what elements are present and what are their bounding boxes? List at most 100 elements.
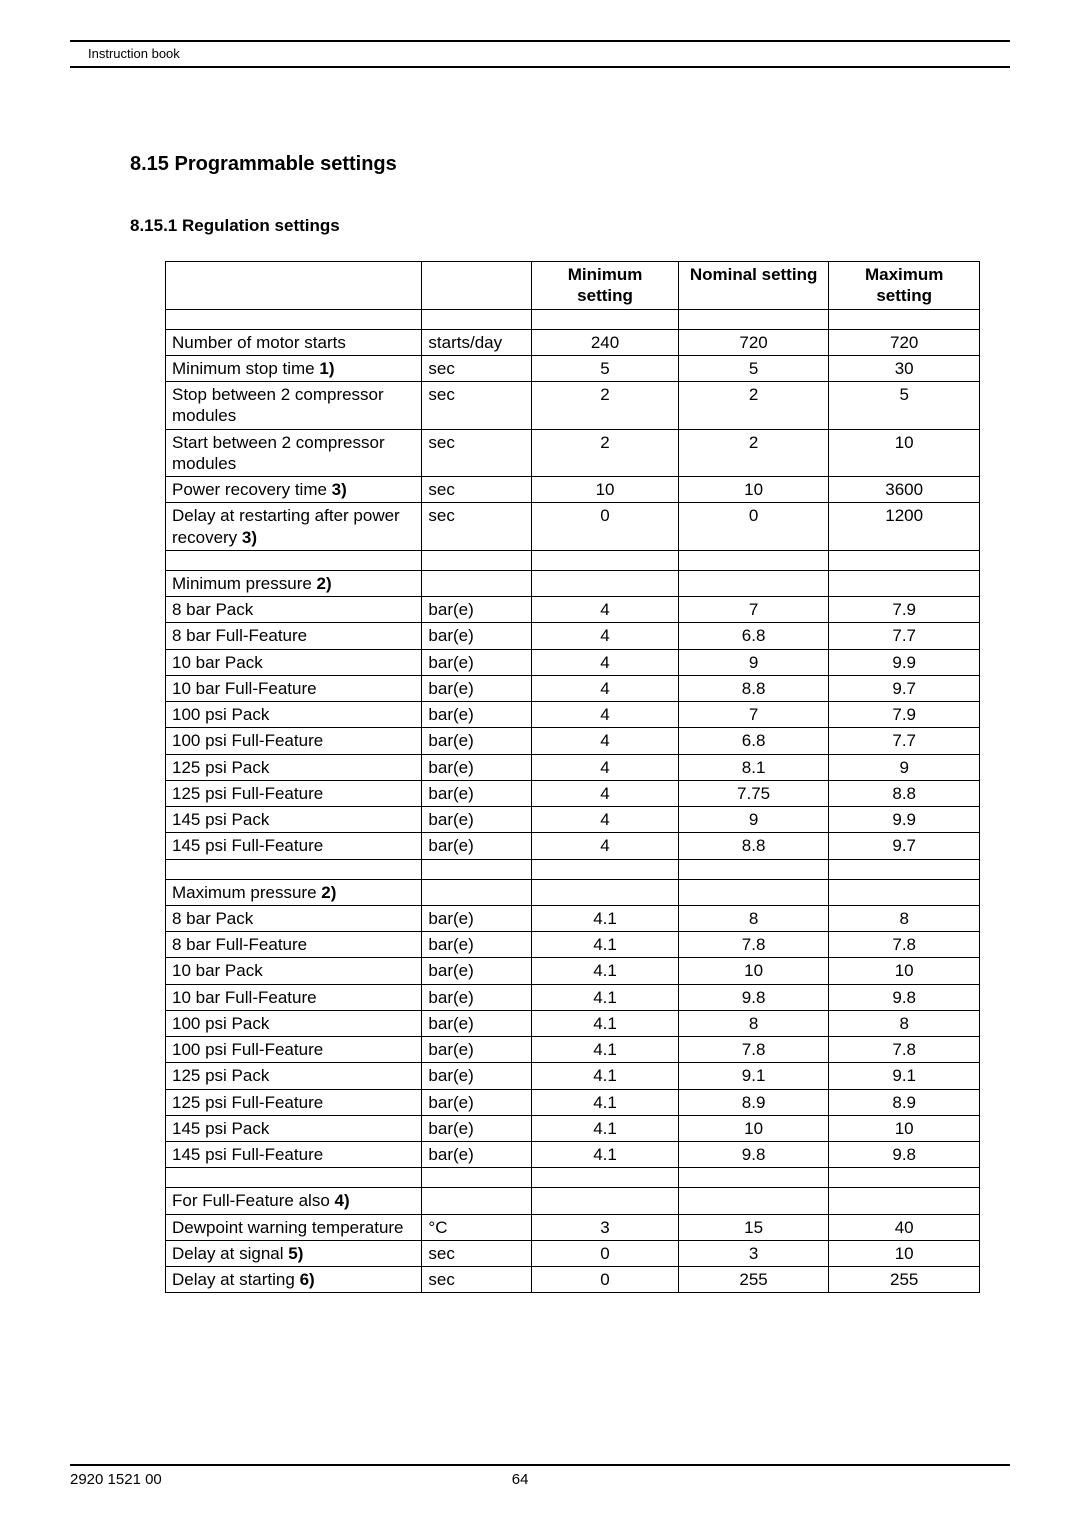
row-nom: 9.1 <box>678 1063 829 1089</box>
row-min: 4.1 <box>532 1063 679 1089</box>
row-max: 10 <box>829 958 980 984</box>
row-min: 4.1 <box>532 1142 679 1168</box>
table-head: Minimum settingNominal settingMaximum se… <box>166 262 980 330</box>
row-unit: °C <box>422 1214 532 1240</box>
row-label: 145 psi Full-Feature <box>166 1142 422 1168</box>
row-label: 145 psi Full-Feature <box>166 833 422 859</box>
row-min: 4 <box>532 833 679 859</box>
row-nom: 8.8 <box>678 675 829 701</box>
table-row: 100 psi Packbar(e)477.9 <box>166 702 980 728</box>
row-min: 240 <box>532 329 679 355</box>
row-nom: 2 <box>678 382 829 430</box>
table-row: 8 bar Packbar(e)4.188 <box>166 905 980 931</box>
group-heading: Minimum pressure 2) <box>166 570 422 596</box>
row-label: Power recovery time 3) <box>166 477 422 503</box>
row-label: 100 psi Full-Feature <box>166 728 422 754</box>
page-header: Instruction book <box>70 40 1010 68</box>
row-max: 255 <box>829 1267 980 1293</box>
row-min: 4 <box>532 754 679 780</box>
table-row: 145 psi Full-Featurebar(e)48.89.7 <box>166 833 980 859</box>
row-unit: bar(e) <box>422 1037 532 1063</box>
row-label: 100 psi Pack <box>166 702 422 728</box>
row-nom: 7 <box>678 702 829 728</box>
row-unit: sec <box>422 1267 532 1293</box>
table-row: Delay at starting 6)sec0255255 <box>166 1267 980 1293</box>
settings-table: Minimum settingNominal settingMaximum se… <box>165 261 980 1293</box>
row-max: 9.9 <box>829 649 980 675</box>
row-label: 8 bar Pack <box>166 597 422 623</box>
row-nom: 7.8 <box>678 1037 829 1063</box>
row-nom: 720 <box>678 329 829 355</box>
row-nom: 6.8 <box>678 728 829 754</box>
row-max: 7.9 <box>829 597 980 623</box>
row-max: 8.8 <box>829 780 980 806</box>
table-row: 125 psi Full-Featurebar(e)47.758.8 <box>166 780 980 806</box>
row-nom: 9.8 <box>678 1142 829 1168</box>
row-max: 3600 <box>829 477 980 503</box>
table-row: Delay at restarting after power recovery… <box>166 503 980 551</box>
table-row: Minimum stop time 1)sec5530 <box>166 355 980 381</box>
row-label: 100 psi Pack <box>166 1010 422 1036</box>
row-max: 8.9 <box>829 1089 980 1115</box>
row-label: Dewpoint warning temperature <box>166 1214 422 1240</box>
row-label: 125 psi Full-Feature <box>166 1089 422 1115</box>
row-min: 4.1 <box>532 1115 679 1141</box>
row-unit: bar(e) <box>422 623 532 649</box>
row-label: Delay at starting 6) <box>166 1267 422 1293</box>
row-label: Stop between 2 compressor modules <box>166 382 422 430</box>
table-row: 10 bar Packbar(e)499.9 <box>166 649 980 675</box>
row-max: 9.8 <box>829 984 980 1010</box>
row-nom: 2 <box>678 429 829 477</box>
row-label: Start between 2 compressor modules <box>166 429 422 477</box>
row-max: 10 <box>829 1240 980 1266</box>
row-min: 0 <box>532 1240 679 1266</box>
row-unit: sec <box>422 1240 532 1266</box>
row-unit: sec <box>422 355 532 381</box>
row-min: 10 <box>532 477 679 503</box>
row-label: 8 bar Pack <box>166 905 422 931</box>
row-label: 8 bar Full-Feature <box>166 932 422 958</box>
table-row: 145 psi Packbar(e)499.9 <box>166 807 980 833</box>
row-label: Delay at restarting after power recovery… <box>166 503 422 551</box>
table-row: Start between 2 compressor modulessec221… <box>166 429 980 477</box>
table-header-cell: Maximum setting <box>829 262 980 310</box>
row-min: 3 <box>532 1214 679 1240</box>
row-min: 4 <box>532 597 679 623</box>
row-label: 145 psi Pack <box>166 807 422 833</box>
row-nom: 9 <box>678 807 829 833</box>
row-nom: 3 <box>678 1240 829 1266</box>
table-row: 10 bar Full-Featurebar(e)4.19.89.8 <box>166 984 980 1010</box>
group-heading: For Full-Feature also 4) <box>166 1188 422 1214</box>
table-row: 100 psi Full-Featurebar(e)46.87.7 <box>166 728 980 754</box>
row-nom: 255 <box>678 1267 829 1293</box>
table-header-cell: Minimum setting <box>532 262 679 310</box>
row-min: 4.1 <box>532 958 679 984</box>
table-row: 100 psi Full-Featurebar(e)4.17.87.8 <box>166 1037 980 1063</box>
row-nom: 8.1 <box>678 754 829 780</box>
row-unit: bar(e) <box>422 932 532 958</box>
row-min: 4 <box>532 780 679 806</box>
row-min: 2 <box>532 429 679 477</box>
table-row: Delay at signal 5)sec0310 <box>166 1240 980 1266</box>
row-nom: 8.8 <box>678 833 829 859</box>
row-max: 7.9 <box>829 702 980 728</box>
row-max: 9 <box>829 754 980 780</box>
row-label: 10 bar Full-Feature <box>166 984 422 1010</box>
table-row: 8 bar Full-Featurebar(e)4.17.87.8 <box>166 932 980 958</box>
row-unit: bar(e) <box>422 984 532 1010</box>
row-max: 7.8 <box>829 1037 980 1063</box>
row-max: 9.7 <box>829 833 980 859</box>
row-nom: 7.75 <box>678 780 829 806</box>
row-min: 4.1 <box>532 1010 679 1036</box>
row-label: 125 psi Full-Feature <box>166 780 422 806</box>
row-nom: 5 <box>678 355 829 381</box>
row-min: 4 <box>532 807 679 833</box>
table-row: 100 psi Packbar(e)4.188 <box>166 1010 980 1036</box>
row-min: 4.1 <box>532 984 679 1010</box>
table-row: 145 psi Full-Featurebar(e)4.19.89.8 <box>166 1142 980 1168</box>
row-max: 30 <box>829 355 980 381</box>
row-unit: sec <box>422 429 532 477</box>
table-row: 8 bar Full-Featurebar(e)46.87.7 <box>166 623 980 649</box>
row-nom: 8.9 <box>678 1089 829 1115</box>
row-max: 9.1 <box>829 1063 980 1089</box>
